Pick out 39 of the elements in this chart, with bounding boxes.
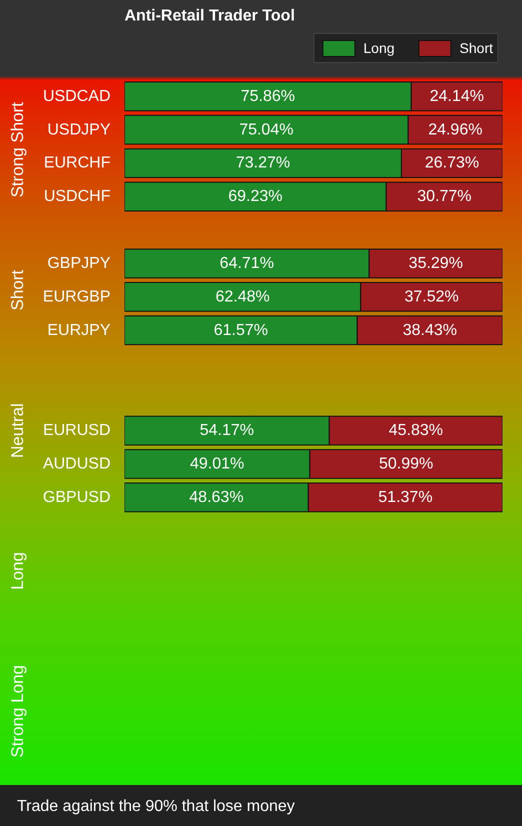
text: Trade against the 90% that lose money	[17, 797, 295, 817]
data-label: 50.99%	[378, 455, 434, 472]
y-tick-label: EURUSD	[42, 422, 110, 440]
text: Long	[8, 552, 27, 590]
data-label: 30.77%	[417, 188, 472, 206]
legend-label: Long	[363, 40, 395, 56]
data-label: 61.57%	[214, 322, 268, 339]
y-tick-label: USDCHF	[44, 188, 111, 206]
data-label: 26.73%	[424, 154, 480, 172]
text: Neutral	[8, 403, 27, 458]
data-label: 54.17%	[200, 422, 254, 440]
y-tick-label: EURGBP	[42, 288, 111, 306]
data-label: 75.86%	[240, 88, 296, 105]
legend-label: Short	[460, 40, 493, 56]
data-label: 64.71%	[220, 254, 274, 272]
data-label: 51.37%	[378, 488, 433, 506]
data-label: 38.43%	[402, 322, 457, 339]
data-label: 73.27%	[236, 154, 290, 172]
data-label: 49.01%	[190, 455, 244, 472]
data-label: 69.23%	[228, 188, 282, 206]
y-tick-label: GBPJPY	[47, 254, 111, 272]
data-label: 45.83%	[388, 422, 444, 440]
y-tick-label: USDCAD	[42, 88, 110, 105]
data-label: 75.04%	[239, 121, 294, 138]
data-label: 35.29%	[408, 254, 463, 272]
data-label: 48.63%	[189, 488, 244, 506]
y-tick-label: GBPUSD	[42, 488, 111, 506]
y-tick-label: EURJPY	[47, 322, 111, 339]
data-label: 37.52%	[404, 288, 459, 306]
data-label: 62.48%	[215, 288, 270, 306]
text: Strong Short	[8, 102, 27, 198]
data-label: 24.96%	[428, 121, 482, 138]
data-label: 24.14%	[430, 88, 484, 105]
y-tick-label: AUDUSD	[42, 455, 110, 472]
chart-title: Anti-Retail Trader Tool	[124, 8, 295, 24]
y-tick-label: EURCHF	[44, 154, 111, 172]
text: Short	[8, 270, 27, 311]
y-tick-label: USDJPY	[47, 121, 111, 138]
text: Strong Long	[8, 664, 27, 758]
